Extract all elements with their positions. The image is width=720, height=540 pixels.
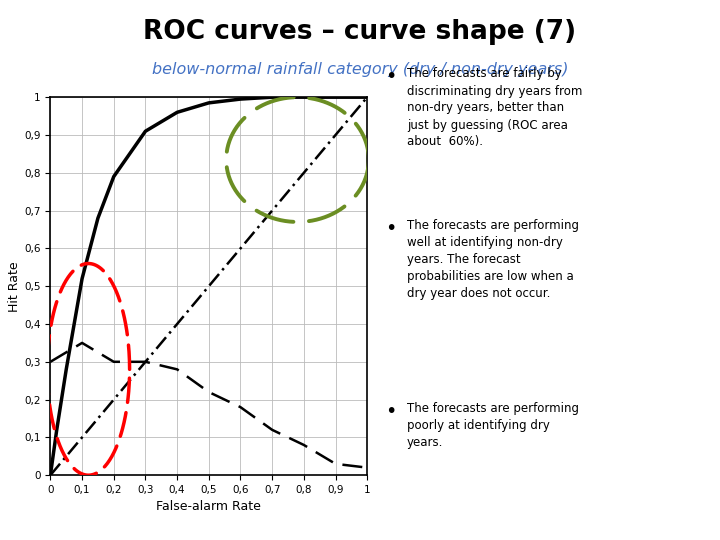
Text: •: • — [385, 402, 397, 421]
X-axis label: False-alarm Rate: False-alarm Rate — [156, 501, 261, 514]
Text: The forecasts are fairly by
discriminating dry years from
non-dry years, better : The forecasts are fairly by discriminati… — [407, 68, 582, 148]
Text: •: • — [385, 68, 397, 86]
Text: ROC curves – curve shape (7): ROC curves – curve shape (7) — [143, 19, 577, 45]
Text: The forecasts are performing
poorly at identifying dry
years.: The forecasts are performing poorly at i… — [407, 402, 579, 449]
Text: The forecasts are performing
well at identifying non-dry
years. The forecast
pro: The forecasts are performing well at ide… — [407, 219, 579, 300]
Text: below-normal rainfall category (dry / non-dry years): below-normal rainfall category (dry / no… — [152, 62, 568, 77]
Text: •: • — [385, 219, 397, 238]
Y-axis label: Hit Rate: Hit Rate — [9, 261, 22, 312]
